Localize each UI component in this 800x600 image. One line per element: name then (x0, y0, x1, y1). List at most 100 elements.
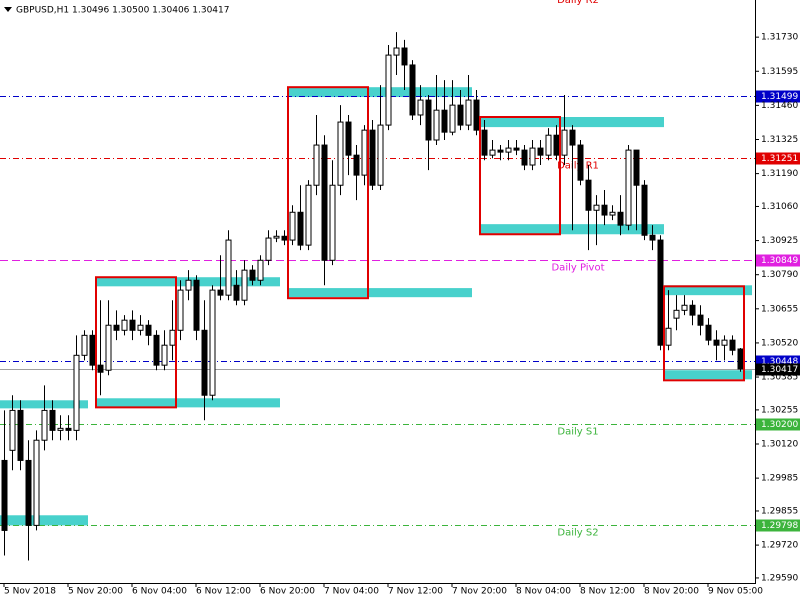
candle-body (553, 134, 560, 156)
y-tick-label: 1.29590 (761, 573, 798, 583)
candle-body (441, 109, 448, 133)
candle-body (81, 334, 88, 356)
zone (664, 370, 752, 380)
candle-body (137, 324, 144, 331)
y-tick-label: 1.31730 (761, 33, 798, 43)
highlight-box (663, 285, 745, 382)
candle-body (681, 304, 688, 311)
candle-body (145, 324, 152, 336)
candle-body (353, 154, 360, 176)
highlight-box (479, 116, 561, 236)
candle-body (673, 309, 680, 319)
y-tick-label: 1.31060 (761, 202, 798, 212)
level-label-box (756, 90, 800, 103)
candle-body (537, 147, 544, 156)
level-label-box (756, 254, 800, 267)
x-tick-label: 7 Nov 20:00 (452, 587, 507, 597)
level-label: 1.30448 (761, 357, 798, 367)
candle-body (193, 279, 200, 331)
candle-body (89, 334, 96, 366)
candle-body (1, 459, 8, 531)
y-tick-label: 1.30655 (761, 304, 798, 314)
level-name: Daily S1 (557, 427, 598, 438)
candle-body (249, 269, 256, 281)
x-tick-label: 7 Nov 04:00 (324, 587, 379, 597)
x-tick-label: 8 Nov 12:00 (580, 587, 635, 597)
candle-body (241, 269, 248, 301)
level-label: 1.31251 (761, 154, 798, 164)
candle-body (625, 149, 632, 226)
y-tick-label: 1.30790 (761, 270, 798, 280)
candle-body (481, 129, 488, 156)
candle-body (513, 147, 520, 151)
level-label-box (756, 519, 800, 532)
candle-body (361, 129, 368, 176)
level-label-box (756, 152, 800, 165)
candle-body (489, 149, 496, 156)
highlight-box (95, 276, 177, 409)
candle-body (369, 129, 376, 186)
candle-body (617, 211, 624, 226)
level-name: Daily Pivot (551, 263, 604, 274)
candle-body (609, 211, 616, 216)
candle-body (257, 259, 264, 281)
level-label: 1.29798 (761, 521, 798, 531)
y-tick-label: 1.30120 (761, 440, 798, 450)
candle-body (657, 239, 664, 346)
level-name: Daily S2 (557, 528, 598, 539)
candle-body (729, 339, 736, 351)
candle-body (161, 344, 168, 366)
zone (664, 285, 752, 296)
candle-body (433, 109, 440, 141)
y-tick-label: 1.29855 (761, 506, 798, 516)
candle-body (225, 239, 232, 296)
x-tick-label: 6 Nov 04:00 (132, 587, 187, 597)
candle-body (345, 121, 352, 156)
boxes (95, 86, 745, 409)
candle-body (313, 144, 320, 186)
level-label: 1.30200 (761, 420, 798, 430)
candle-body (505, 147, 512, 153)
candle-body (305, 184, 312, 246)
candle-body (569, 129, 576, 146)
candle-body (105, 324, 112, 371)
candle-body (321, 144, 328, 261)
y-tick-label: 1.31460 (761, 101, 798, 111)
chart-header: GBPUSD,H1 1.30496 1.30500 1.30406 1.3041… (16, 6, 229, 16)
candle-body (201, 329, 208, 396)
level-label-box (756, 418, 800, 431)
y-tick-label: 1.31595 (761, 67, 798, 77)
level-name: Daily R2 (557, 0, 599, 6)
candle-body (449, 104, 456, 133)
candle-body (585, 179, 592, 211)
candle-body (113, 324, 120, 331)
candle-body (457, 104, 464, 126)
candle-body (329, 184, 336, 261)
x-tick-label: 8 Nov 04:00 (516, 587, 571, 597)
x-tick-label: 6 Nov 20:00 (260, 587, 315, 597)
candle-body (713, 339, 720, 346)
candle-body (649, 234, 656, 241)
candle-body (65, 427, 72, 431)
candle-body (401, 47, 408, 66)
candle-body (281, 235, 288, 241)
zone (480, 117, 664, 128)
y-tick-label: 1.30255 (761, 405, 798, 415)
candle-body (593, 204, 600, 211)
zone (0, 515, 88, 526)
menu-triangle[interactable] (4, 7, 12, 12)
candle-body (49, 409, 56, 431)
candle-body (217, 289, 224, 296)
candle-body (297, 211, 304, 246)
candle-body (697, 314, 704, 326)
y-tick-label: 1.29720 (761, 541, 798, 551)
candle-body (737, 348, 744, 370)
x-tick-label: 6 Nov 12:00 (196, 587, 251, 597)
candle-body (529, 147, 536, 166)
candle-body (577, 144, 584, 181)
y-tick-label: 1.31325 (761, 135, 798, 145)
